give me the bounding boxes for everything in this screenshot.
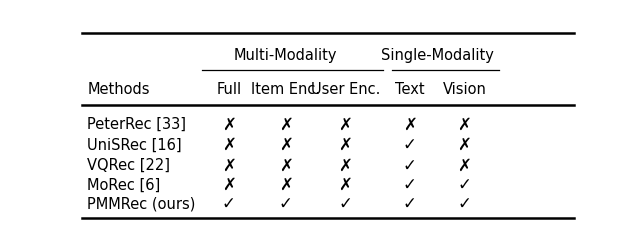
- Text: Multi-Modality: Multi-Modality: [234, 48, 337, 63]
- Text: ✓: ✓: [279, 195, 292, 213]
- Text: ✗: ✗: [403, 116, 417, 134]
- Text: ✗: ✗: [279, 116, 292, 134]
- Text: ✗: ✗: [279, 136, 292, 154]
- Text: Text: Text: [395, 82, 425, 97]
- Text: ✗: ✗: [458, 116, 471, 134]
- Text: ✗: ✗: [222, 176, 236, 194]
- Text: Single-Modality: Single-Modality: [381, 48, 493, 63]
- Text: ✗: ✗: [279, 176, 292, 194]
- Text: ✓: ✓: [403, 136, 417, 154]
- Text: ✓: ✓: [339, 195, 352, 213]
- Text: ✗: ✗: [458, 157, 471, 175]
- Text: ✓: ✓: [458, 195, 471, 213]
- Text: ✗: ✗: [222, 157, 236, 175]
- Text: ✓: ✓: [458, 176, 471, 194]
- Text: ✗: ✗: [339, 136, 352, 154]
- Text: MoRec [6]: MoRec [6]: [88, 178, 161, 193]
- Text: Full: Full: [216, 82, 241, 97]
- Text: PMMRec (ours): PMMRec (ours): [88, 196, 196, 211]
- Text: VQRec [22]: VQRec [22]: [88, 158, 170, 173]
- Text: ✓: ✓: [222, 195, 236, 213]
- Text: Item Enc.: Item Enc.: [252, 82, 321, 97]
- Text: ✓: ✓: [403, 157, 417, 175]
- Text: UniSRec [16]: UniSRec [16]: [88, 138, 182, 153]
- Text: ✗: ✗: [339, 116, 352, 134]
- Text: Vision: Vision: [442, 82, 486, 97]
- Text: ✗: ✗: [339, 157, 352, 175]
- Text: ✗: ✗: [222, 116, 236, 134]
- Text: ✗: ✗: [222, 136, 236, 154]
- Text: ✗: ✗: [458, 136, 471, 154]
- Text: ✓: ✓: [403, 195, 417, 213]
- Text: PeterRec [33]: PeterRec [33]: [88, 117, 186, 132]
- Text: ✗: ✗: [279, 157, 292, 175]
- Text: User Enc.: User Enc.: [310, 82, 380, 97]
- Text: ✗: ✗: [339, 176, 352, 194]
- Text: ✓: ✓: [403, 176, 417, 194]
- Text: Methods: Methods: [88, 82, 150, 97]
